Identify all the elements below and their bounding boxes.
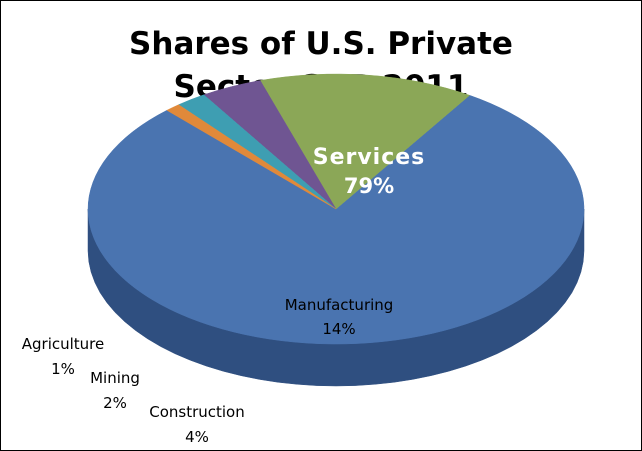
chart-title-line-1: Shares of U.S. Private bbox=[129, 26, 513, 62]
slice-label-manufacturing: Manufacturing bbox=[285, 296, 394, 314]
pie-slice-agriculture bbox=[166, 104, 337, 210]
slice-value-construction: 4% bbox=[185, 428, 209, 446]
slice-value-manufacturing: 14% bbox=[322, 320, 355, 338]
slice-value-agriculture: 1% bbox=[51, 360, 75, 378]
pie-slice-services bbox=[87, 95, 585, 345]
slice-label-construction: Construction bbox=[149, 403, 245, 421]
slice-label-agriculture: Agriculture bbox=[22, 335, 105, 353]
pie-top-faces bbox=[87, 73, 585, 345]
slice-value-mining: 2% bbox=[103, 394, 127, 412]
pie-labels: Services 79% Manufacturing 14% Construction 4… bbox=[22, 145, 426, 446]
pie-slice-manufacturing bbox=[259, 73, 471, 210]
slice-value-services: 79% bbox=[344, 174, 394, 198]
slice-label-mining: Mining bbox=[90, 369, 140, 387]
slice-label-services: Services bbox=[313, 145, 426, 170]
